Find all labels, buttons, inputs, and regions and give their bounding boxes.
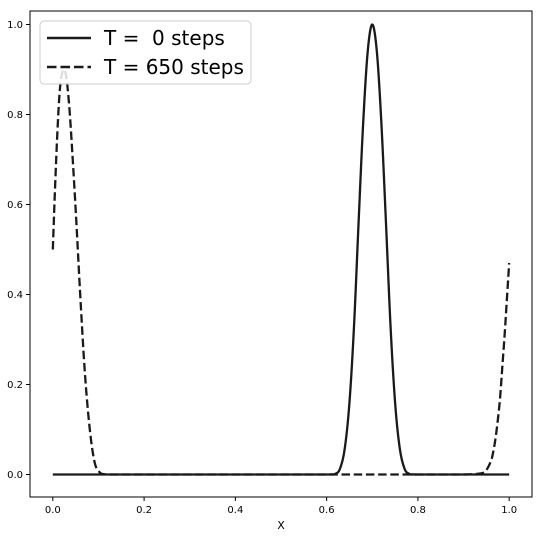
- legend-label-t650: T = 650 steps: [103, 55, 244, 79]
- x-tick-label: 0.0: [45, 505, 61, 516]
- legend: T = 0 steps T = 650 steps: [39, 20, 252, 85]
- x-axis-label: X: [277, 519, 285, 532]
- plot-frame: [29, 10, 533, 498]
- x-tick-label: 0.4: [227, 505, 243, 516]
- y-axis: 0.0 0.2 0.4 0.6 0.8 1.0: [7, 20, 30, 481]
- x-tick-label: 0.2: [136, 505, 152, 516]
- series-layer: [51, 23, 511, 476]
- x-tick-label: 0.6: [319, 505, 335, 516]
- y-tick-label: 0.6: [7, 200, 23, 211]
- y-tick-label: 0.8: [7, 110, 23, 121]
- x-axis: 0.0 0.2 0.4 0.6 0.8 1.0: [45, 497, 517, 516]
- y-tick-label: 0.4: [7, 290, 23, 301]
- y-tick-label: 1.0: [7, 20, 23, 31]
- y-tick-label: 0.0: [7, 470, 23, 481]
- x-tick-label: 0.8: [410, 505, 426, 516]
- x-tick-label: 1.0: [501, 505, 517, 516]
- legend-box: [39, 20, 252, 85]
- y-tick-label: 0.2: [7, 380, 23, 391]
- legend-label-t0: T = 0 steps: [103, 26, 225, 50]
